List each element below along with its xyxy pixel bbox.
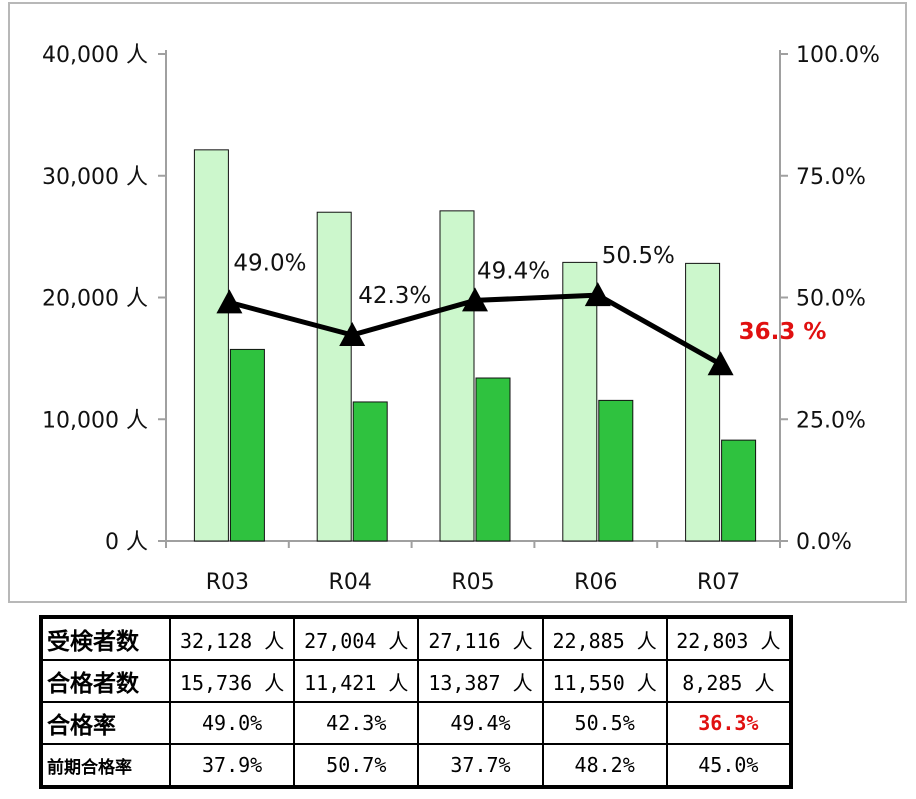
table-row-early-pass-rate: 前期合格率 37.9% 50.7% 37.7% 48.2% 45.0%: [40, 743, 793, 788]
pass-rate-marker: [216, 289, 243, 314]
table-cell: 11,421 人: [293, 659, 420, 703]
table-cell: 11,550 人: [541, 659, 668, 703]
pass-rate-data-label: 42.3%: [358, 283, 431, 309]
right-axis-tick-label: 50.0%: [796, 287, 866, 312]
chart-frame: 0 人 10,000 人 20,000 人 30,000 人 40,000 人 0.0% 2…: [8, 2, 907, 603]
table-cell: 22,885 人: [541, 616, 668, 661]
bar-applicants: [439, 210, 475, 542]
pass-rate-data-label: 49.0%: [233, 250, 306, 276]
bar-passers: [475, 377, 511, 542]
pass-rate-marker: [462, 287, 488, 312]
data-table: 受検者数 32,128 人 27,004 人 27,116 人 22,885 人…: [39, 615, 793, 789]
bar-passers: [352, 401, 388, 542]
right-axis-tick-label: 100.0%: [796, 43, 880, 68]
table-cell: 8,285 人: [665, 659, 793, 703]
table-cell: 15,736 人: [168, 659, 296, 703]
chart-svg: 0 人 10,000 人 20,000 人 30,000 人 40,000 人 0.0% 2…: [42, 43, 880, 595]
table-row-applicants: 受検者数 32,128 人 27,004 人 27,116 人 22,885 人…: [40, 616, 793, 661]
bar-passers: [229, 348, 265, 542]
row-label-applicants: 受検者数: [40, 616, 171, 661]
pass-rate-data-label: 50.5%: [602, 243, 675, 269]
x-axis-tick-label: R05: [451, 570, 494, 595]
pass-rate-data-label: 36.3 %: [739, 319, 827, 345]
left-axis-tick-label: 40,000 人: [42, 43, 148, 68]
bar-applicants: [562, 261, 598, 542]
table-cell: 27,116 人: [417, 616, 544, 661]
table-cell: 50.5%: [541, 701, 668, 745]
right-axis-tick-label: 0.0%: [796, 530, 852, 555]
row-label-pass-rate: 合格率: [40, 701, 171, 745]
table-cell: 48.2%: [541, 743, 668, 788]
table-cell: 49.0%: [168, 701, 296, 745]
pass-rate-marker: [707, 351, 734, 376]
table-cell: 37.9%: [168, 743, 296, 788]
left-axis-tick-label: 30,000 人: [42, 165, 148, 190]
table-cell: 50.7%: [293, 743, 420, 788]
row-label-passers: 合格者数: [40, 659, 171, 703]
x-axis-tick-label: R06: [574, 570, 617, 595]
table-cell: 37.7%: [417, 743, 544, 788]
pass-rate-marker: [584, 282, 611, 307]
bar-passers: [721, 439, 757, 542]
table-cell: 13,387 人: [417, 659, 544, 703]
table-cell: 22,803 人: [665, 616, 793, 661]
table-cell: 49.4%: [417, 701, 544, 745]
left-axis-tick-label: 10,000 人: [42, 408, 148, 433]
right-axis-tick-label: 75.0%: [796, 165, 866, 190]
pass-rate-marker: [339, 321, 366, 346]
table-cell-highlight: 36.3%: [665, 701, 793, 745]
table-row-passers: 合格者数 15,736 人 11,421 人 13,387 人 11,550 人…: [40, 659, 793, 703]
right-axis-tick-label: 25.0%: [796, 408, 866, 433]
bar-applicants: [316, 211, 352, 542]
table-cell: 45.0%: [665, 743, 793, 788]
left-axis-tick-label: 0 人: [105, 530, 148, 555]
left-axis-tick-label: 20,000 人: [42, 287, 148, 312]
bar-passers: [598, 399, 634, 542]
pass-rate-data-label: 49.4%: [477, 258, 550, 284]
x-axis-tick-label: R03: [206, 570, 249, 595]
table-cell: 27,004 人: [293, 616, 420, 661]
x-axis-tick-label: R04: [329, 570, 372, 595]
bar-applicants: [685, 262, 721, 542]
bar-applicants: [193, 149, 229, 542]
table-cell: 32,128 人: [168, 616, 296, 661]
table-cell: 42.3%: [293, 701, 420, 745]
x-axis-tick-label: R07: [697, 570, 740, 595]
row-label-early-pass-rate: 前期合格率: [40, 743, 171, 788]
table-row-pass-rate: 合格率 49.0% 42.3% 49.4% 50.5% 36.3%: [40, 701, 793, 745]
